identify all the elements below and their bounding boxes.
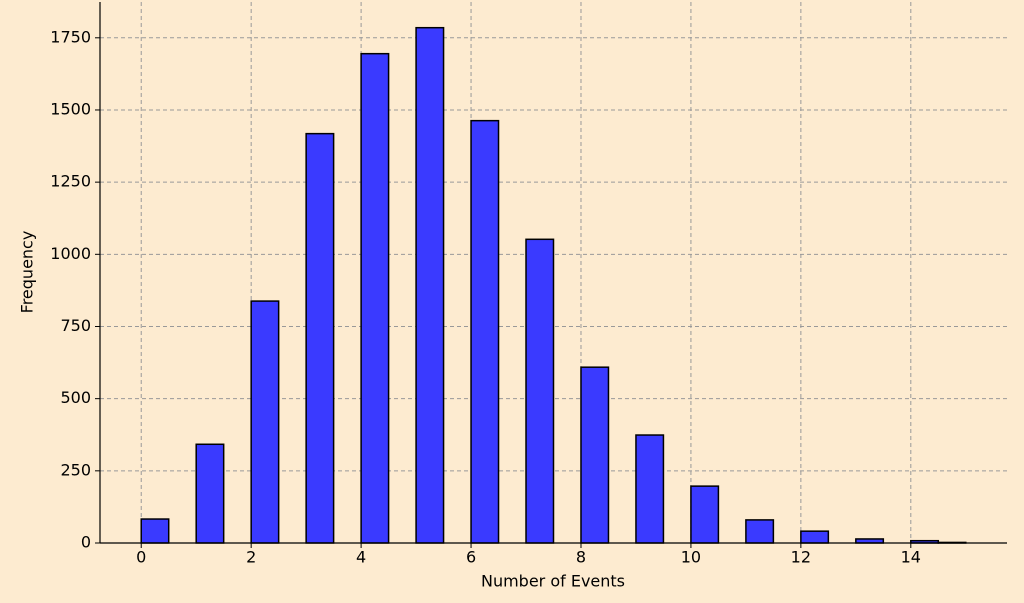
bar (250, 300, 280, 544)
bar (635, 434, 665, 544)
bar (305, 132, 335, 544)
bar (855, 538, 885, 544)
x-tick-label: 6 (466, 548, 476, 567)
bar (690, 485, 720, 544)
y-tick-label: 750 (60, 316, 91, 335)
bar (745, 519, 775, 544)
x-tick-label: 12 (791, 548, 811, 567)
y-tick-label: 0 (81, 533, 91, 552)
bar (525, 238, 555, 544)
x-tick-label: 8 (576, 548, 586, 567)
y-axis-label: Frequency (18, 231, 37, 314)
x-tick-label: 4 (356, 548, 366, 567)
bar (140, 518, 170, 544)
bar (800, 530, 830, 544)
y-tick-label: 1000 (50, 244, 91, 263)
x-tick-label: 10 (681, 548, 701, 567)
bar (580, 366, 610, 544)
y-tick-label: 1500 (50, 99, 91, 118)
bar (415, 26, 445, 544)
y-tick-label: 500 (60, 388, 91, 407)
bar (195, 443, 225, 544)
x-tick-label: 2 (246, 548, 256, 567)
y-tick-label: 1750 (50, 27, 91, 46)
x-axis-label: Number of Events (481, 572, 625, 591)
y-tick-label: 250 (60, 460, 91, 479)
bar (470, 119, 500, 544)
x-tick-label: 0 (136, 548, 146, 567)
bar (360, 52, 390, 544)
y-tick-label: 1250 (50, 172, 91, 191)
x-tick-label: 14 (901, 548, 921, 567)
